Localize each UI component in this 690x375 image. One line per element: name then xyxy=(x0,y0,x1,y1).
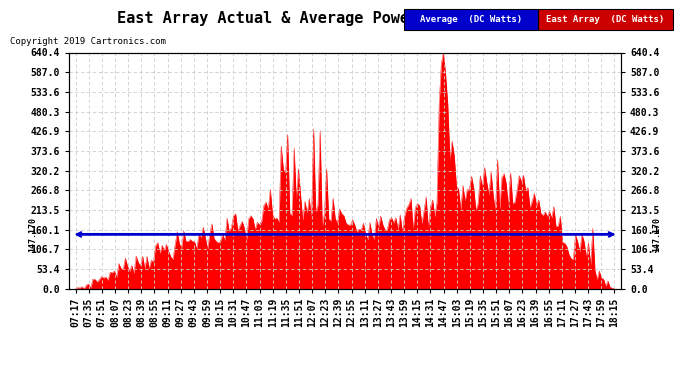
Text: Copyright 2019 Cartronics.com: Copyright 2019 Cartronics.com xyxy=(10,38,166,46)
Text: Average  (DC Watts): Average (DC Watts) xyxy=(420,15,522,24)
Text: East Array Actual & Average Power Sun Oct 13 18:16: East Array Actual & Average Power Sun Oc… xyxy=(117,11,573,26)
Text: 147.170: 147.170 xyxy=(28,217,38,252)
Text: 147.170: 147.170 xyxy=(652,217,662,252)
Text: East Array  (DC Watts): East Array (DC Watts) xyxy=(546,15,664,24)
